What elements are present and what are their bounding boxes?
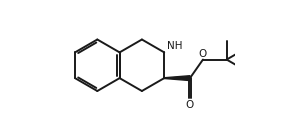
Text: NH: NH — [167, 41, 182, 51]
Polygon shape — [164, 76, 190, 81]
Text: O: O — [186, 100, 194, 110]
Text: O: O — [199, 49, 207, 59]
